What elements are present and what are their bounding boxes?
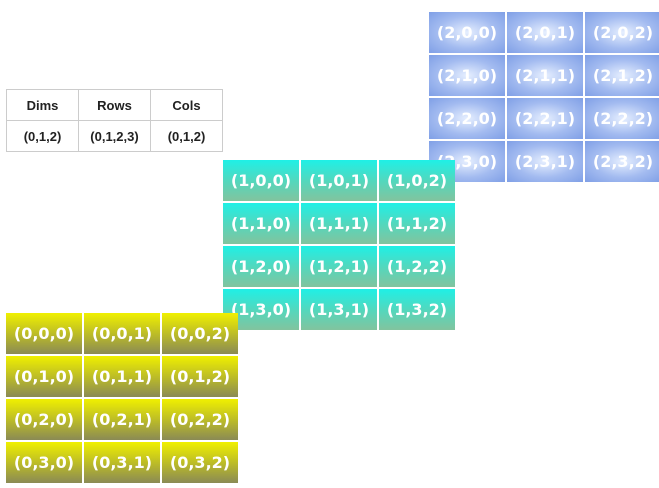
grid-cell: (1,1,0) bbox=[223, 203, 299, 244]
grid-cell: (0,2,1) bbox=[84, 399, 160, 440]
grid-cell: (1,2,2) bbox=[379, 246, 455, 287]
grid-cell: (2,2,2) bbox=[585, 98, 659, 139]
value-dims: (0,1,2) bbox=[6, 120, 79, 152]
grid-cell: (2,1,2) bbox=[585, 55, 659, 96]
grid-cell: (1,2,1) bbox=[301, 246, 377, 287]
value-rows: (0,1,2,3) bbox=[78, 120, 151, 152]
grid-cell: (2,3,2) bbox=[585, 141, 659, 182]
grid-cell: (2,3,1) bbox=[507, 141, 583, 182]
table-value-row: (0,1,2) (0,1,2,3) (0,1,2) bbox=[6, 120, 223, 152]
grid-cell: (0,0,2) bbox=[162, 313, 238, 354]
grid-cell: (0,1,2) bbox=[162, 356, 238, 397]
grid-cell: (1,0,1) bbox=[301, 160, 377, 201]
header-dims: Dims bbox=[6, 89, 79, 121]
grid-dim-2: (2,0,0) (2,0,1) (2,0,2) (2,1,0) (2,1,1) … bbox=[429, 12, 659, 182]
grid-cell: (0,3,2) bbox=[162, 442, 238, 483]
grid-cell: (2,0,0) bbox=[429, 12, 505, 53]
grid-cell: (1,3,2) bbox=[379, 289, 455, 330]
grid-cell: (0,2,0) bbox=[6, 399, 82, 440]
grid-cell: (0,3,1) bbox=[84, 442, 160, 483]
grid-cell: (0,2,2) bbox=[162, 399, 238, 440]
value-cols: (0,1,2) bbox=[150, 120, 223, 152]
grid-cell: (2,2,1) bbox=[507, 98, 583, 139]
grid-cell: (1,0,0) bbox=[223, 160, 299, 201]
grid-cell: (1,3,1) bbox=[301, 289, 377, 330]
grid-cell: (1,0,2) bbox=[379, 160, 455, 201]
grid-cell: (0,0,0) bbox=[6, 313, 82, 354]
grid-dim-1: (1,0,0) (1,0,1) (1,0,2) (1,1,0) (1,1,1) … bbox=[223, 160, 455, 330]
grid-cell: (1,1,1) bbox=[301, 203, 377, 244]
header-cols: Cols bbox=[150, 89, 223, 121]
grid-cell: (2,0,1) bbox=[507, 12, 583, 53]
grid-cell: (1,2,0) bbox=[223, 246, 299, 287]
grid-cell: (0,1,0) bbox=[6, 356, 82, 397]
header-rows: Rows bbox=[78, 89, 151, 121]
grid-cell: (2,1,0) bbox=[429, 55, 505, 96]
table-header-row: Dims Rows Cols bbox=[6, 89, 223, 121]
grid-cell: (0,1,1) bbox=[84, 356, 160, 397]
grid-cell: (0,3,0) bbox=[6, 442, 82, 483]
dimension-info-table: Dims Rows Cols (0,1,2) (0,1,2,3) (0,1,2) bbox=[6, 89, 223, 152]
grid-cell: (2,2,0) bbox=[429, 98, 505, 139]
grid-cell: (2,0,2) bbox=[585, 12, 659, 53]
grid-cell: (0,0,1) bbox=[84, 313, 160, 354]
grid-dim-0: (0,0,0) (0,0,1) (0,0,2) (0,1,0) (0,1,1) … bbox=[6, 313, 238, 483]
grid-cell: (1,1,2) bbox=[379, 203, 455, 244]
grid-cell: (2,1,1) bbox=[507, 55, 583, 96]
